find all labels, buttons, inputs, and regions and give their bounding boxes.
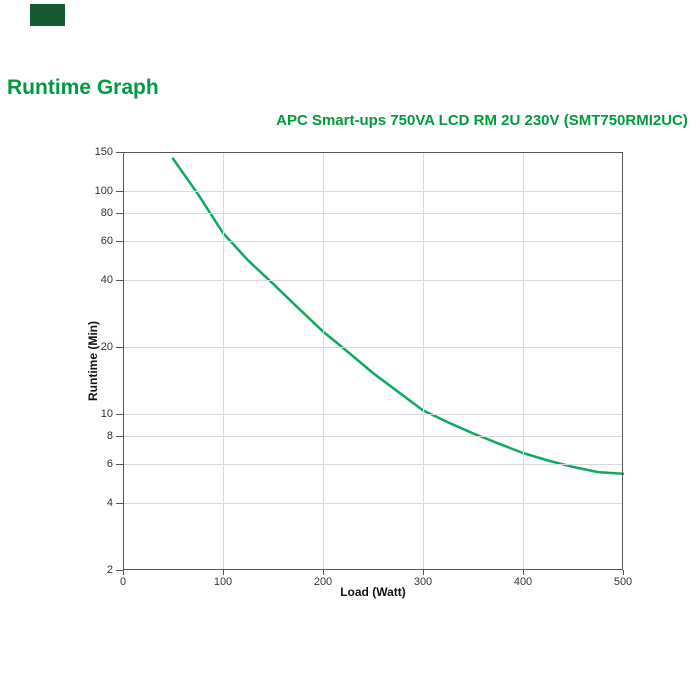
- gridline-y-10: [123, 414, 623, 416]
- gridline-y-100: [123, 191, 623, 193]
- y-tick-6: [116, 463, 123, 465]
- gridline-x-200: [323, 152, 324, 570]
- plot-border-right: [622, 152, 623, 570]
- y-tick-label-8: 8: [106, 429, 113, 442]
- gridline-y-4: [123, 502, 623, 504]
- plot-border-top: [123, 152, 623, 153]
- y-tick-label-10: 10: [100, 408, 113, 421]
- gridline-y-40: [123, 279, 623, 281]
- x-tick-300: [423, 570, 424, 575]
- y-tick-label-80: 80: [100, 206, 113, 219]
- y-tick-2: [116, 570, 123, 571]
- x-tick-200: [323, 570, 324, 575]
- gridline-y-60: [123, 240, 623, 242]
- y-tick-8: [116, 435, 123, 437]
- gridline-y-6: [123, 463, 623, 465]
- y-tick-100: [116, 191, 123, 193]
- page-title: Runtime Graph: [7, 76, 159, 99]
- gridline-x-300: [423, 152, 424, 570]
- x-tick-100: [223, 570, 224, 575]
- x-tick-400: [523, 570, 524, 575]
- gridline-y-80: [123, 212, 623, 214]
- gridline-x-400: [523, 152, 524, 570]
- x-tick-500: [623, 570, 624, 575]
- y-tick-label-60: 60: [100, 234, 113, 247]
- y-tick-40: [116, 279, 123, 281]
- x-tick-0: [123, 570, 124, 575]
- brand-logo-block: [30, 4, 65, 26]
- y-tick-label-100: 100: [94, 185, 113, 198]
- runtime-curve: [171, 157, 625, 476]
- x-tick-label-200: 200: [313, 576, 333, 588]
- y-tick-label-150: 150: [94, 146, 113, 158]
- y-tick-label-6: 6: [106, 457, 113, 470]
- y-tick-label-40: 40: [100, 273, 113, 286]
- chart-title: APC Smart-ups 750VA LCD RM 2U 230V (SMT7…: [276, 112, 688, 129]
- x-tick-label-100: 100: [213, 576, 233, 588]
- y-tick-60: [116, 240, 123, 242]
- plot-border-left: [123, 152, 124, 570]
- gridline-x-100: [223, 152, 224, 570]
- x-axis-title: Load (Watt): [340, 585, 406, 599]
- runtime-curve-canvas: [171, 157, 625, 476]
- y-tick-label-20: 20: [100, 341, 113, 354]
- plot-border-bottom: [123, 569, 623, 570]
- x-tick-label-500: 500: [613, 576, 633, 588]
- y-tick-label-2: 2: [106, 564, 113, 576]
- y-tick-80: [116, 212, 123, 214]
- y-tick-10: [116, 414, 123, 416]
- y-tick-4: [116, 502, 123, 504]
- gridline-y-8: [123, 435, 623, 437]
- plot-area: [123, 152, 625, 570]
- gridline-y-20: [123, 347, 623, 349]
- x-tick-label-300: 300: [413, 576, 433, 588]
- y-tick-20: [116, 347, 123, 349]
- y-axis-title: Runtime (Min): [86, 321, 100, 401]
- x-tick-label-400: 400: [513, 576, 533, 588]
- x-tick-label-0: 0: [119, 576, 127, 588]
- y-tick-label-4: 4: [106, 496, 113, 509]
- y-tick-150: [116, 152, 123, 153]
